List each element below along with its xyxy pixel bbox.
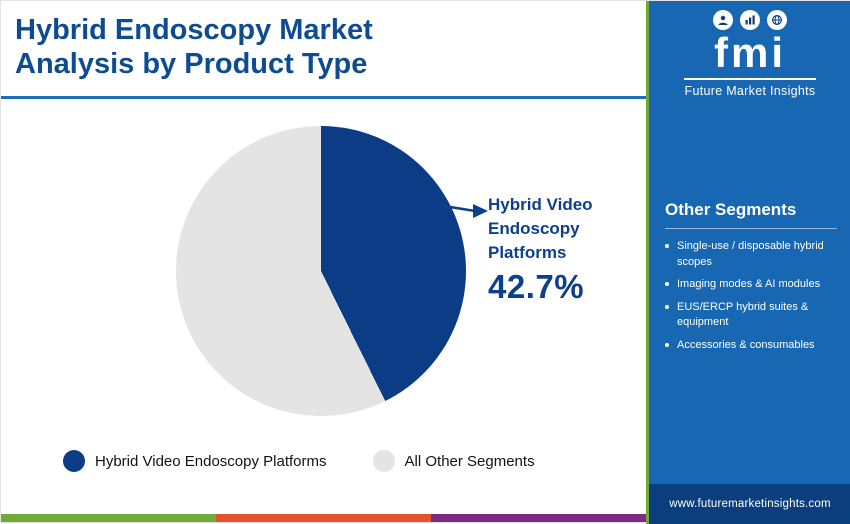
chart-legend: Hybrid Video Endoscopy Platforms All Oth… <box>63 450 535 472</box>
logo-icons <box>649 10 850 30</box>
callout-value: 42.7% <box>488 268 585 306</box>
list-item-label: EUS/ERCP hybrid suites & equipment <box>677 300 809 329</box>
person-icon <box>713 10 733 30</box>
bullet-icon <box>665 304 669 309</box>
bullet-icon <box>665 244 669 248</box>
callout-label: Hybrid Video Endoscopy Platforms <box>488 195 593 263</box>
list-item-label: Single-use / disposable hybrid scopes <box>677 240 824 268</box>
list-item-label: Imaging modes & AI modules <box>677 278 821 291</box>
legend-swatch-blue <box>63 450 85 472</box>
slice-callout: Hybrid Video Endoscopy Platforms 42.7% <box>488 193 648 306</box>
logo-subtitle: Future Market Insights <box>684 84 816 98</box>
pie-chart <box>176 126 466 416</box>
segments-list: Single-use / disposable hybrid scopes Im… <box>665 239 841 354</box>
bullet-icon <box>665 343 669 348</box>
list-item: EUS/ERCP hybrid suites & equipment <box>665 300 841 331</box>
stripe-orange <box>216 514 431 522</box>
callout-arrow-icon <box>418 200 488 218</box>
footer-stripes <box>1 514 646 522</box>
list-item-label: Accessories & consumables <box>677 339 815 352</box>
sidebar-footer: www.futuremarketinsights.com <box>649 484 850 524</box>
list-item: Accessories & consumables <box>665 338 841 354</box>
legend-swatch-gray <box>372 450 395 472</box>
page-title: Hybrid Endoscopy Market Analysis by Prod… <box>15 14 373 81</box>
globe-icon <box>767 10 787 30</box>
sidebar-heading: Other Segments <box>665 200 837 229</box>
legend-label: Hybrid Video Endoscopy Platforms <box>95 452 327 470</box>
logo-divider <box>684 78 816 80</box>
legend-item-hybrid-platforms: Hybrid Video Endoscopy Platforms <box>63 450 327 472</box>
list-item: Imaging modes & AI modules <box>665 277 841 293</box>
title-divider <box>1 96 646 99</box>
stripe-green <box>1 514 216 522</box>
sidebar: fmi Future Market Insights Other Segment… <box>646 1 850 524</box>
list-item: Single-use / disposable hybrid scopes <box>665 239 841 270</box>
stripe-purple <box>431 514 646 522</box>
fmi-logo: fmi Future Market Insights <box>649 1 850 98</box>
legend-item-other-segments: All Other Segments <box>372 450 535 472</box>
bullet-icon <box>665 282 669 287</box>
chart-icon <box>740 10 760 30</box>
website-link[interactable]: www.futuremarketinsights.com <box>669 498 831 510</box>
logo-wordmark: fmi <box>714 29 786 76</box>
legend-label: All Other Segments <box>404 452 535 470</box>
